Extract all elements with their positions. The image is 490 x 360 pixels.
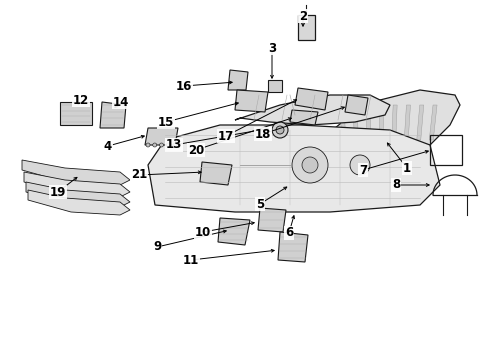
Polygon shape: [28, 190, 130, 215]
Text: 7: 7: [359, 163, 367, 176]
Polygon shape: [26, 182, 130, 207]
Polygon shape: [235, 90, 268, 112]
Text: 21: 21: [131, 168, 147, 181]
Polygon shape: [148, 125, 440, 212]
Circle shape: [350, 155, 370, 175]
Polygon shape: [295, 88, 328, 110]
Text: 13: 13: [166, 139, 182, 152]
Text: 6: 6: [285, 226, 293, 239]
Circle shape: [272, 122, 288, 138]
Polygon shape: [278, 232, 308, 262]
Circle shape: [292, 147, 328, 183]
Polygon shape: [340, 105, 346, 140]
Polygon shape: [268, 80, 282, 92]
Polygon shape: [417, 105, 424, 140]
Text: 19: 19: [50, 185, 66, 198]
Polygon shape: [218, 218, 250, 245]
Polygon shape: [353, 105, 358, 140]
Polygon shape: [145, 128, 178, 145]
Polygon shape: [320, 90, 460, 165]
Text: 15: 15: [158, 116, 174, 129]
Text: 3: 3: [268, 41, 276, 54]
Circle shape: [160, 143, 164, 147]
Polygon shape: [22, 160, 130, 185]
Circle shape: [173, 143, 177, 147]
Text: 11: 11: [183, 253, 199, 266]
Text: 9: 9: [153, 240, 161, 253]
Polygon shape: [200, 162, 232, 185]
Text: 14: 14: [113, 95, 129, 108]
Polygon shape: [24, 172, 130, 197]
Text: 10: 10: [195, 225, 211, 238]
Polygon shape: [228, 70, 248, 90]
Text: 18: 18: [255, 127, 271, 140]
Text: 8: 8: [392, 179, 400, 192]
Text: 20: 20: [188, 144, 204, 157]
Polygon shape: [235, 95, 390, 125]
Circle shape: [146, 143, 150, 147]
Circle shape: [153, 143, 157, 147]
Circle shape: [302, 157, 318, 173]
Circle shape: [166, 143, 170, 147]
Polygon shape: [60, 102, 92, 125]
Polygon shape: [298, 15, 315, 40]
Text: 17: 17: [218, 130, 234, 143]
Text: 16: 16: [176, 80, 192, 93]
Polygon shape: [392, 105, 397, 140]
Text: 4: 4: [104, 139, 112, 153]
Polygon shape: [367, 105, 371, 140]
Polygon shape: [379, 105, 384, 140]
Polygon shape: [100, 102, 126, 128]
Circle shape: [276, 126, 284, 134]
Text: 5: 5: [256, 198, 264, 211]
Polygon shape: [258, 208, 286, 232]
Text: 1: 1: [403, 162, 411, 175]
Polygon shape: [345, 95, 368, 115]
Text: 2: 2: [299, 9, 307, 22]
Polygon shape: [404, 105, 411, 140]
Text: 12: 12: [73, 94, 89, 107]
Polygon shape: [429, 105, 437, 140]
Polygon shape: [290, 110, 318, 125]
